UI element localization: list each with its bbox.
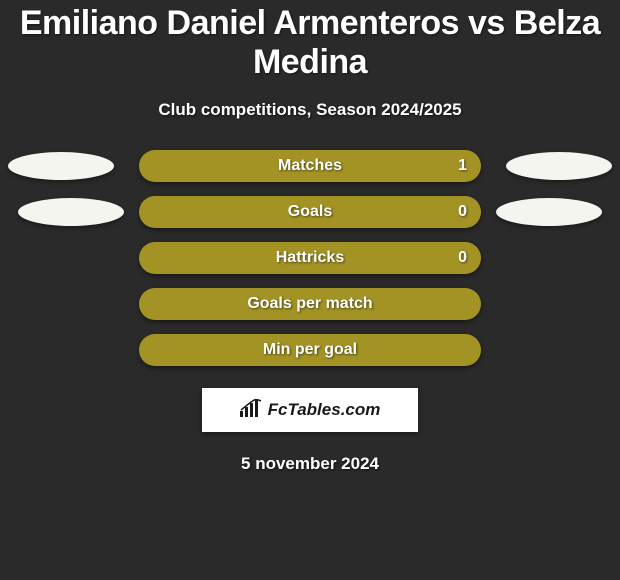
stat-bar: Matches1 xyxy=(139,150,481,182)
stat-label: Min per goal xyxy=(139,341,481,359)
stat-row: Goals0 xyxy=(0,196,620,228)
left-ellipse xyxy=(8,152,114,180)
stat-bar: Hattricks0 xyxy=(139,242,481,274)
page-title: Emiliano Daniel Armenteros vs Belza Medi… xyxy=(0,4,620,82)
stat-value-right: 0 xyxy=(458,203,467,221)
logo-text: FcTables.com xyxy=(268,400,381,420)
right-ellipse xyxy=(496,198,602,226)
logo-box: FcTables.com xyxy=(202,388,418,432)
stat-label: Goals xyxy=(139,203,481,221)
right-ellipse xyxy=(506,152,612,180)
stat-bar: Goals0 xyxy=(139,196,481,228)
stat-label: Matches xyxy=(139,157,481,175)
stat-value-right: 0 xyxy=(458,249,467,267)
left-ellipse xyxy=(18,198,124,226)
stat-bar: Goals per match xyxy=(139,288,481,320)
date-text: 5 november 2024 xyxy=(0,454,620,474)
stat-label: Hattricks xyxy=(139,249,481,267)
stat-label: Goals per match xyxy=(139,295,481,313)
stat-row: Min per goal xyxy=(0,334,620,366)
stat-row: Matches1 xyxy=(0,150,620,182)
stat-row: Goals per match xyxy=(0,288,620,320)
stat-row: Hattricks0 xyxy=(0,242,620,274)
chart-icon xyxy=(240,399,262,422)
stat-value-right: 1 xyxy=(458,157,467,175)
stat-bar: Min per goal xyxy=(139,334,481,366)
subtitle: Club competitions, Season 2024/2025 xyxy=(0,100,620,120)
